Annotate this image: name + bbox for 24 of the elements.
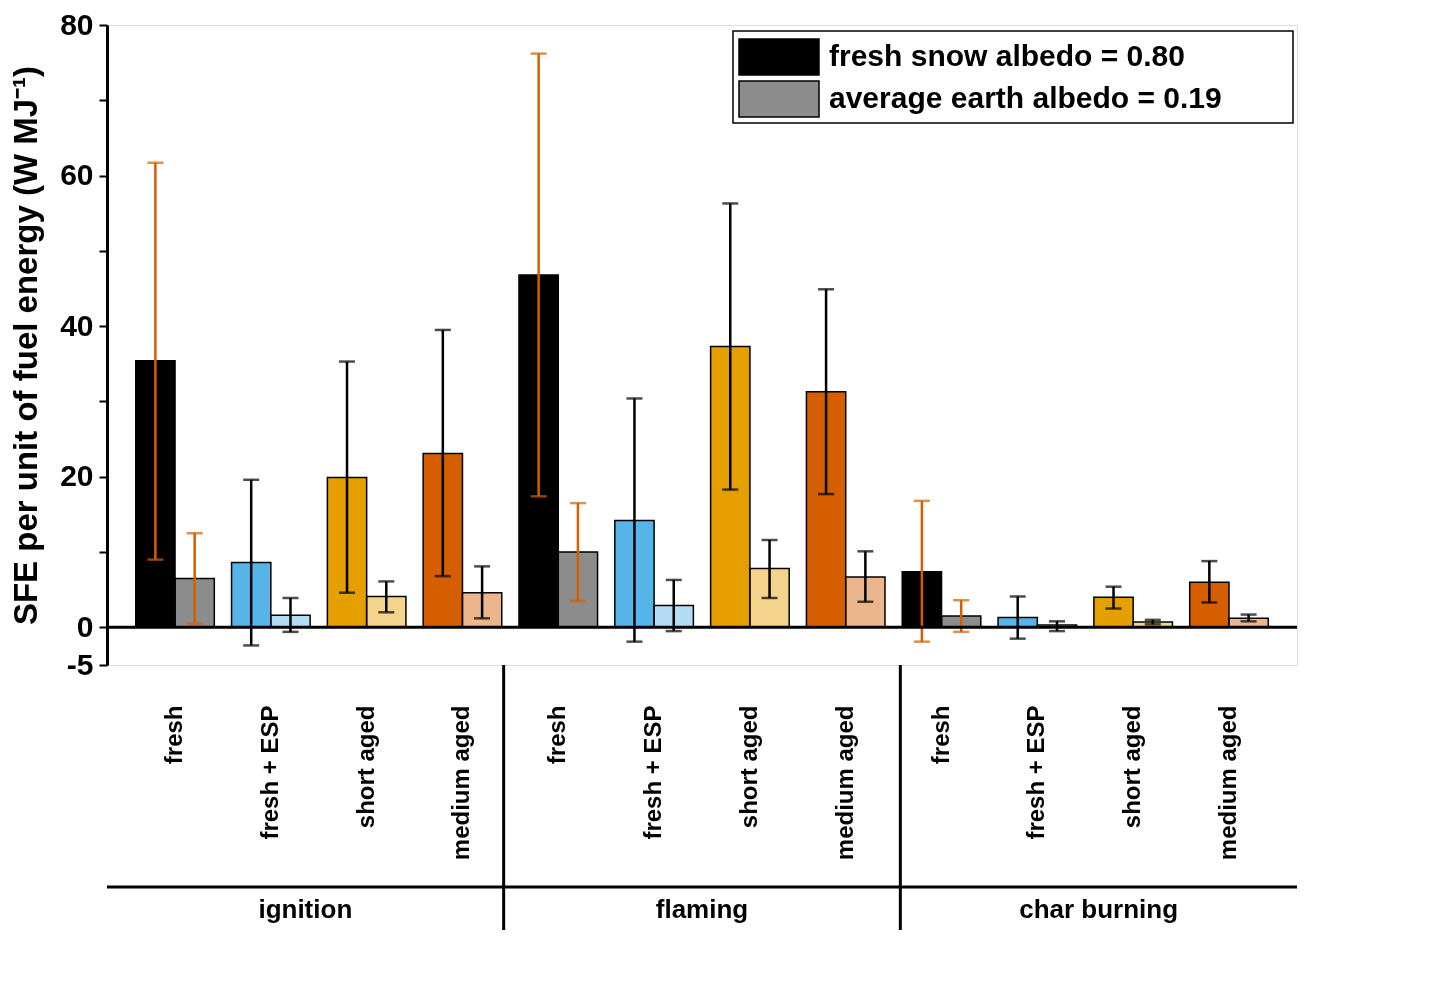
x-tick-label: short aged (734, 705, 762, 829)
y-tick-label: 60 (60, 158, 94, 192)
x-tick-label: fresh (543, 705, 571, 765)
legend-label: fresh snow albedo = 0.80 (829, 39, 1185, 72)
x-tick-label: short aged (351, 705, 379, 829)
y-tick-label: 80 (60, 7, 94, 41)
y-tick-label: -5 (66, 647, 94, 681)
x-tick-label: fresh + ESP (1022, 705, 1050, 840)
x-tick-label: medium aged (830, 705, 858, 861)
x-tick-label: medium aged (447, 705, 475, 861)
x-tick-label: fresh + ESP (639, 705, 667, 840)
y-axis-title: SFE per unit of fuel energy (W MJ⁻¹) (7, 65, 45, 626)
text: char burning (1019, 894, 1179, 924)
text: flaming (655, 894, 749, 924)
y-tick-label: 20 (60, 459, 94, 493)
y-tick-label: 40 (60, 308, 94, 342)
x-tick-label: fresh (926, 705, 954, 765)
text: ignition (258, 894, 353, 924)
x-tick-label: fresh + ESP (255, 705, 283, 840)
y-tick-label: 0 (76, 609, 94, 643)
x-tick-label: fresh (160, 705, 188, 765)
legend-label: average earth albedo = 0.19 (829, 81, 1222, 114)
x-tick-label: medium aged (1213, 705, 1241, 861)
x-tick-label: short aged (1118, 705, 1146, 829)
